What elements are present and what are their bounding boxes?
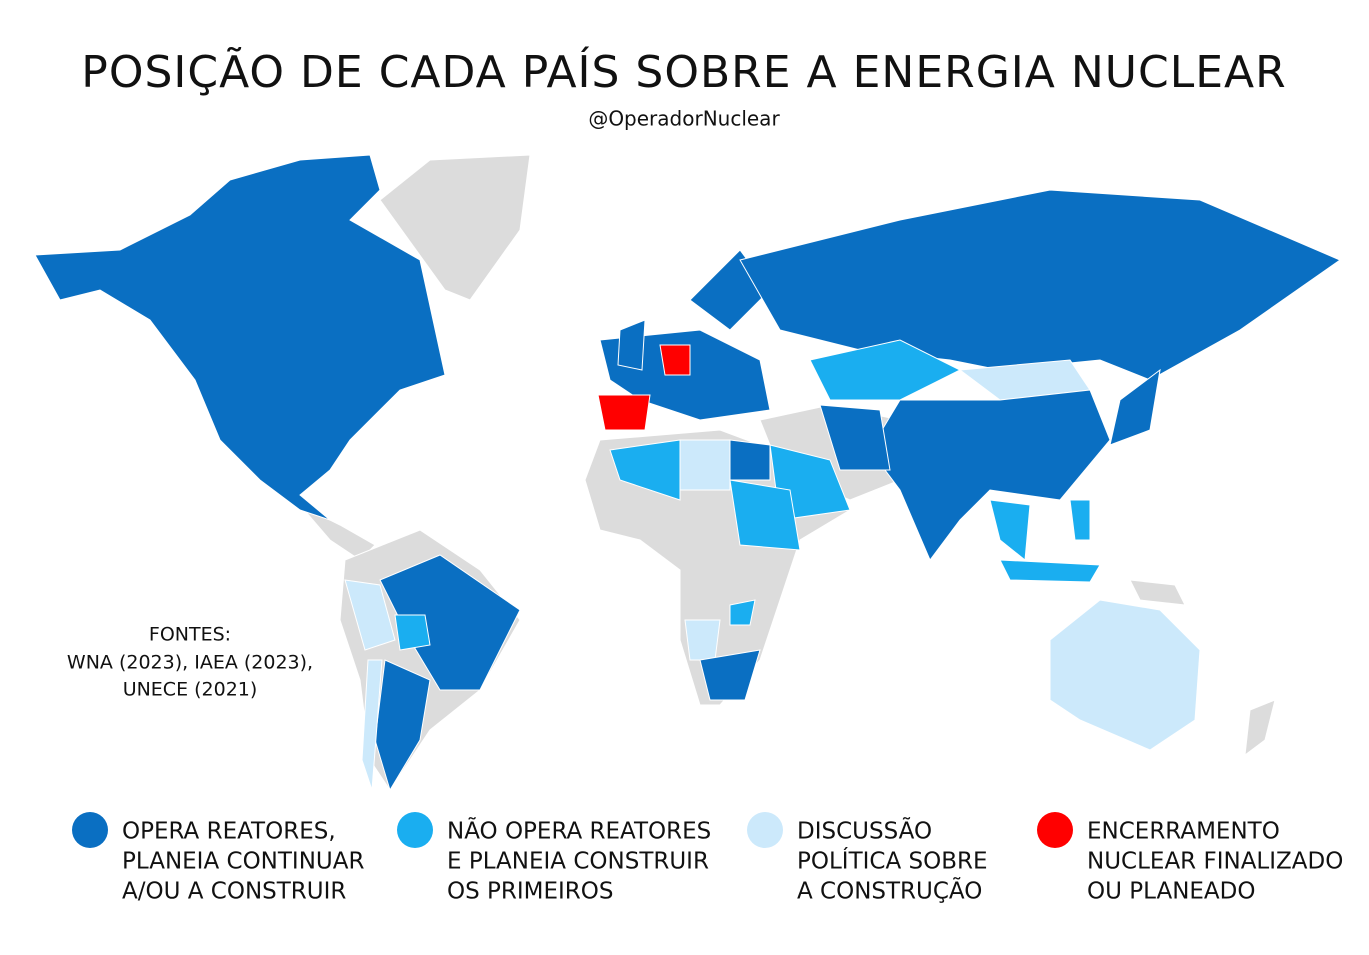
indonesia (999, 559, 1101, 583)
philippines (1069, 499, 1091, 541)
north-america (34, 154, 446, 521)
china-india (869, 389, 1111, 561)
algeria (609, 439, 681, 501)
spain (597, 394, 651, 431)
kazakhstan (809, 339, 962, 401)
legend-swatch (1037, 812, 1073, 848)
legend-label: OU PLANEADO (1087, 879, 1255, 905)
chile (361, 659, 383, 791)
australia (1049, 599, 1201, 751)
world-map (34, 154, 1342, 792)
south-africa (699, 649, 761, 701)
legend-swatch (72, 812, 108, 848)
egypt (729, 439, 771, 481)
namibia (684, 619, 721, 661)
sources-heading: FONTES: (149, 624, 231, 646)
greenland (379, 154, 531, 301)
legend-swatch (397, 812, 433, 848)
zambia (729, 599, 756, 626)
sources-line: UNECE (2021) (123, 679, 258, 701)
legend-label: DISCUSSÃO (797, 817, 932, 845)
legend-swatch (747, 812, 783, 848)
bolivia (394, 614, 431, 651)
russia (739, 189, 1342, 381)
iran (819, 404, 891, 471)
united-kingdom (617, 319, 646, 371)
title: POSIÇÃO DE CADA PAÍS SOBRE A ENERGIA NUC… (81, 45, 1286, 98)
new-zealand (1244, 699, 1276, 757)
legend-label: A/OU A CONSTRUIR (122, 879, 346, 905)
legend-label: OS PRIMEIROS (447, 879, 614, 905)
libya (679, 439, 731, 491)
sources-line: WNA (2023), IAEA (2023), (67, 652, 313, 674)
peru (344, 579, 396, 651)
legend-label: E PLANEIA CONSTRUIR (447, 849, 709, 875)
legend-label: A CONSTRUÇÃO (797, 877, 982, 905)
subtitle: @OperadorNuclear (588, 107, 780, 131)
new-guinea (1129, 579, 1186, 606)
japan (1109, 368, 1161, 446)
sources: FONTES: WNA (2023), IAEA (2023), UNECE (… (67, 624, 313, 701)
legend-label: NÃO OPERA REATORES (447, 817, 711, 845)
legend-label: PLANEIA CONTINUAR (122, 849, 364, 875)
legend-label: POLÍTICA SOBRE (797, 847, 988, 875)
legend-label: NUCLEAR FINALIZADO (1087, 849, 1343, 875)
sudan-ethiopia (729, 479, 801, 551)
legend-label: OPERA REATORES, (122, 819, 336, 845)
legend: OPERA REATORES, PLANEIA CONTINUAR A/OU A C… (72, 812, 1343, 905)
germany (659, 344, 691, 376)
southeast-asia (989, 499, 1031, 561)
legend-label: ENCERRAMENTO (1087, 819, 1280, 845)
